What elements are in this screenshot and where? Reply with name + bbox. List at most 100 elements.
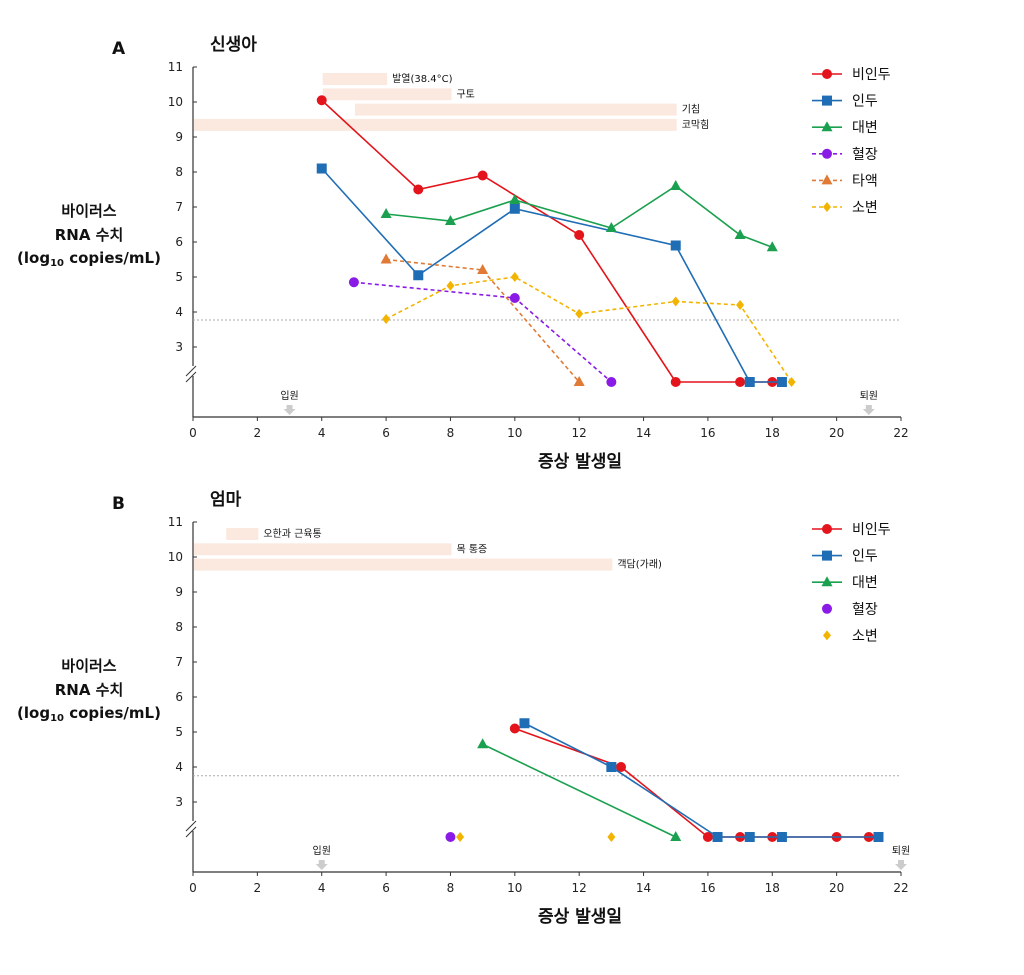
symptom-bar [354,103,677,116]
x-tick-label: 2 [254,426,262,440]
down-arrow-icon [895,860,907,870]
series-대변 [380,180,778,252]
data-point [477,170,488,181]
legend-label: 인두 [852,94,878,110]
data-point [776,377,787,387]
symptom-bar [194,543,452,556]
data-point [670,377,681,387]
legend-marker [822,524,832,534]
data-point [671,296,680,307]
series-대변 [477,738,682,841]
data-point [444,215,456,225]
legend-marker [823,630,831,641]
data-point [670,831,682,841]
legend-marker [822,95,832,106]
y-tick-label: 4 [175,760,183,774]
panel-label: A [112,39,126,59]
x-tick-label: 4 [318,881,326,895]
event-label: 퇴원 [860,390,878,402]
x-tick-label: 16 [700,426,715,440]
y-tick-label: 4 [175,305,183,319]
legend-label: 비인두 [852,522,891,538]
legend-label: 혈장 [852,147,878,163]
y-axis-label-line3: (log10 copies/mL) [17,704,161,724]
x-tick-label: 8 [447,426,455,440]
x-tick-label: 2 [254,881,262,895]
series-인두 [519,718,884,842]
legend-marker [822,69,832,79]
axis-break-mark [185,365,197,377]
y-tick-label: 3 [175,340,183,354]
symptom-bar [194,558,613,571]
down-arrow-icon [283,405,296,415]
axis-break-mark [185,826,197,838]
legend-label: 인두 [852,549,878,565]
data-point [446,280,455,291]
y-tick-label: 10 [168,95,183,109]
data-point [787,377,796,387]
legend-marker [822,603,832,614]
series-혈장 [348,277,617,387]
y-axis-label-line2: RNA 수치 [55,226,124,244]
x-axis-label: 증상 발생일 [538,452,622,472]
series-line [524,722,879,838]
data-point [573,376,585,386]
x-tick-label: 20 [829,426,844,440]
data-point [744,377,755,387]
legend-label: 혈장 [852,602,878,618]
data-point [509,723,520,734]
x-tick-label: 12 [572,881,587,895]
data-point [744,832,755,842]
axis-break-gap [187,366,199,376]
data-point [380,208,392,218]
y-tick-label: 5 [175,725,183,739]
x-tick-label: 18 [765,426,780,440]
panel-title: 엄마 [210,490,242,510]
y-tick-label: 7 [175,200,183,214]
data-point [477,738,489,749]
y-axis-label-line1: 바이러스 [61,657,116,675]
x-tick-label: 6 [382,426,390,440]
y-axis-label-part: (log [17,249,50,267]
symptom-bar [226,528,259,540]
x-tick-label: 0 [189,426,197,440]
y-axis-label-subscript: 10 [50,713,64,724]
data-point [316,163,327,174]
y-tick-label: 8 [175,165,183,179]
y-tick-label: 11 [168,515,183,529]
symptom-bar [322,73,388,85]
y-axis-label-part: copies/mL) [64,704,161,722]
y-axis-label-part: copies/mL) [64,249,161,267]
data-point [670,240,681,251]
axis-break-mark [185,371,197,383]
series-인두 [316,163,787,387]
x-tick-label: 8 [447,881,455,895]
symptom-label: 기침 [682,104,700,116]
x-tick-label: 16 [700,881,715,895]
data-point [605,222,617,232]
legend-marker [821,121,833,132]
data-point [413,270,424,281]
data-point [736,300,745,310]
symptom-label: 구토 [456,89,474,100]
event-label: 입원 [313,844,331,857]
data-point [348,277,359,288]
y-tick-label: 11 [168,60,183,74]
y-axis-label-line1: 바이러스 [61,202,116,220]
y-axis-label-line3: (log10 copies/mL) [17,249,161,269]
symptom-bar [322,88,452,101]
data-point [519,718,530,729]
data-point [712,832,723,842]
series-line [353,281,612,383]
legend-label: 소변 [852,628,878,644]
event-label: 입원 [280,389,298,402]
x-tick-label: 12 [572,426,587,440]
data-point [702,832,713,842]
data-point [670,180,682,190]
panel-label: B [112,494,125,514]
data-point [413,184,424,195]
x-tick-label: 10 [507,881,522,895]
x-tick-label: 22 [893,881,908,895]
